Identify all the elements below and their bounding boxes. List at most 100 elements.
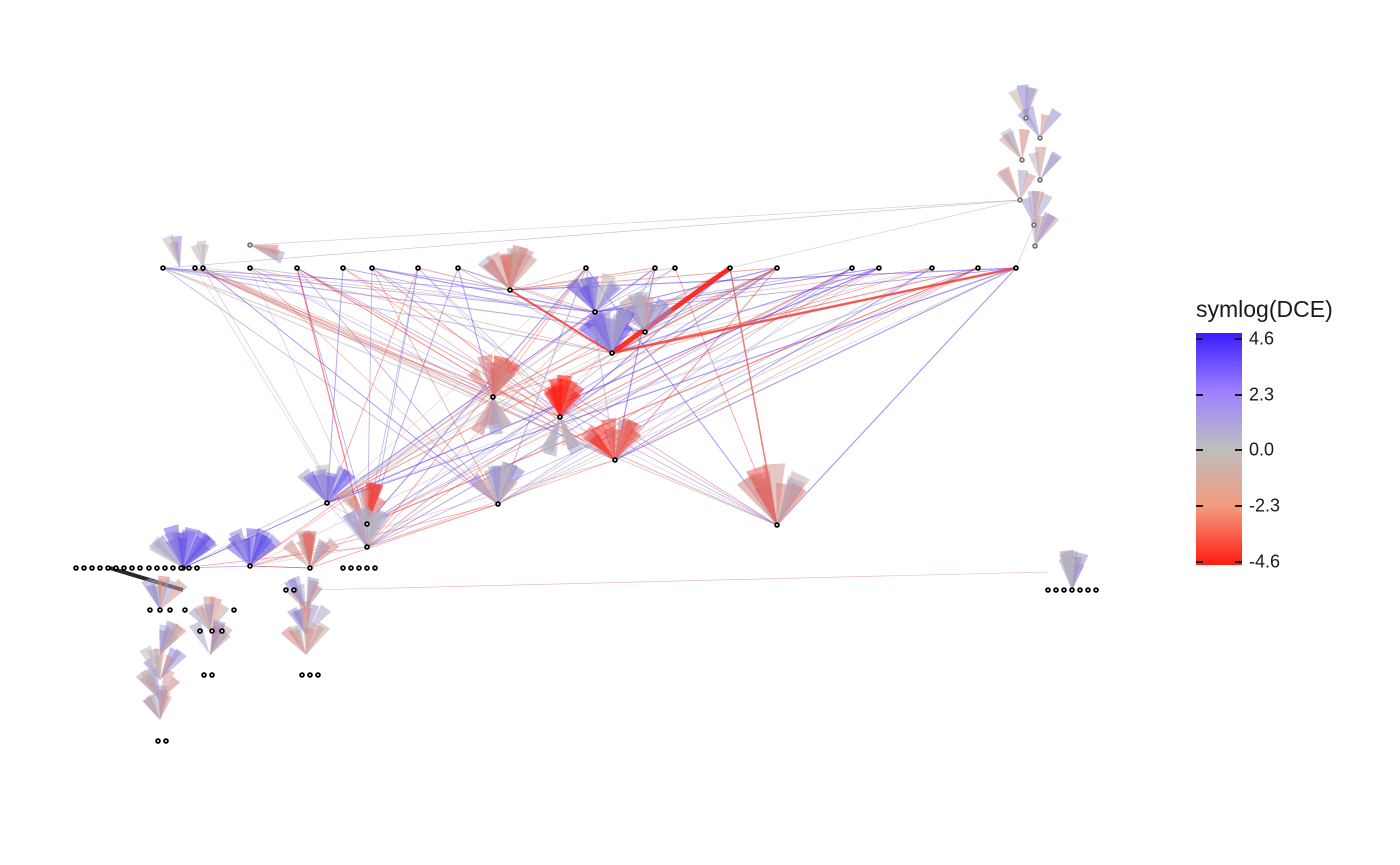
arrowhead — [1062, 552, 1077, 590]
arrowhead — [998, 133, 1022, 160]
node-center — [1033, 224, 1035, 226]
edge — [366, 267, 459, 525]
edge-strong — [509, 289, 613, 354]
arrowhead — [627, 291, 645, 332]
node-center — [559, 416, 561, 418]
arrowhead — [246, 528, 260, 566]
arrowhead — [1034, 146, 1047, 180]
node-center — [1055, 589, 1057, 591]
node-center — [149, 609, 151, 611]
node-center — [611, 352, 613, 354]
node-center — [211, 630, 213, 632]
arrowhead — [355, 507, 370, 547]
edge — [611, 267, 880, 354]
arrowhead — [612, 307, 633, 353]
node-center — [199, 630, 201, 632]
arrowhead — [1040, 113, 1050, 138]
edge — [249, 416, 561, 567]
node-center — [1039, 179, 1041, 181]
arrowhead — [625, 304, 645, 332]
edge — [249, 396, 494, 567]
node-center — [123, 567, 125, 569]
edge — [1015, 224, 1035, 269]
edge — [366, 267, 979, 548]
arrowhead — [367, 508, 391, 547]
edge — [162, 267, 646, 333]
arrowhead — [367, 510, 386, 547]
node-center — [148, 567, 150, 569]
edge — [162, 199, 1021, 269]
edge — [182, 565, 251, 569]
edge — [457, 267, 613, 354]
edge — [371, 267, 561, 418]
arrowhead — [467, 368, 493, 397]
edge — [194, 267, 561, 418]
arrowhead — [160, 578, 177, 610]
arrowhead — [750, 470, 777, 525]
node-center — [1025, 117, 1027, 119]
node-center — [977, 267, 979, 269]
node-center — [196, 567, 198, 569]
arrowhead — [1040, 151, 1063, 180]
edge — [611, 267, 979, 354]
arrowhead — [595, 280, 623, 312]
edge — [366, 267, 778, 548]
edge — [326, 267, 419, 504]
edge — [497, 267, 933, 505]
arrowhead — [996, 167, 1020, 200]
arrowhead — [560, 417, 579, 449]
nodes-layer — [73, 115, 1099, 744]
node-center — [1079, 589, 1081, 591]
arrowhead — [183, 541, 211, 568]
edge — [614, 267, 933, 461]
node-center — [614, 459, 616, 461]
arrowhead — [539, 417, 560, 455]
node-center — [221, 630, 223, 632]
arrowhead — [737, 473, 777, 525]
node-center — [585, 267, 587, 269]
arrowhead — [291, 609, 306, 635]
node-center — [249, 565, 251, 567]
arrowhead — [250, 538, 277, 566]
node-center — [159, 609, 161, 611]
edge — [371, 267, 511, 291]
node-center — [317, 674, 319, 676]
arrowhead — [155, 685, 168, 720]
arrowhead — [153, 648, 165, 680]
node-center — [366, 567, 368, 569]
arrowhead — [1027, 191, 1040, 225]
node-center — [374, 567, 376, 569]
edge — [162, 267, 499, 505]
node-center — [169, 609, 171, 611]
edge — [776, 267, 1017, 526]
arrowhead — [250, 527, 271, 566]
arrowhead — [595, 272, 617, 312]
legend-label-zero: 0.0 — [1249, 439, 1275, 460]
edge — [497, 267, 853, 505]
arrowhead — [588, 322, 612, 353]
node-center — [417, 267, 419, 269]
node-center — [358, 567, 360, 569]
node-center — [309, 674, 311, 676]
arrowhead — [188, 606, 210, 631]
edge — [162, 267, 778, 526]
node-center — [931, 267, 933, 269]
node-center — [211, 674, 213, 676]
node-center — [156, 567, 158, 569]
edge — [497, 267, 880, 505]
node-center — [184, 609, 186, 611]
node-center — [1095, 589, 1097, 591]
edge — [366, 267, 419, 525]
arrowhead — [1035, 211, 1056, 246]
arrowhead — [612, 322, 634, 353]
arrowhead — [160, 578, 188, 610]
node-center — [99, 567, 101, 569]
node-center — [509, 289, 511, 291]
arrowhead — [578, 285, 595, 312]
node-center — [366, 523, 368, 525]
node-center — [1071, 589, 1073, 591]
arrowhead — [645, 304, 661, 332]
node-center — [188, 567, 190, 569]
node-center — [729, 267, 731, 269]
